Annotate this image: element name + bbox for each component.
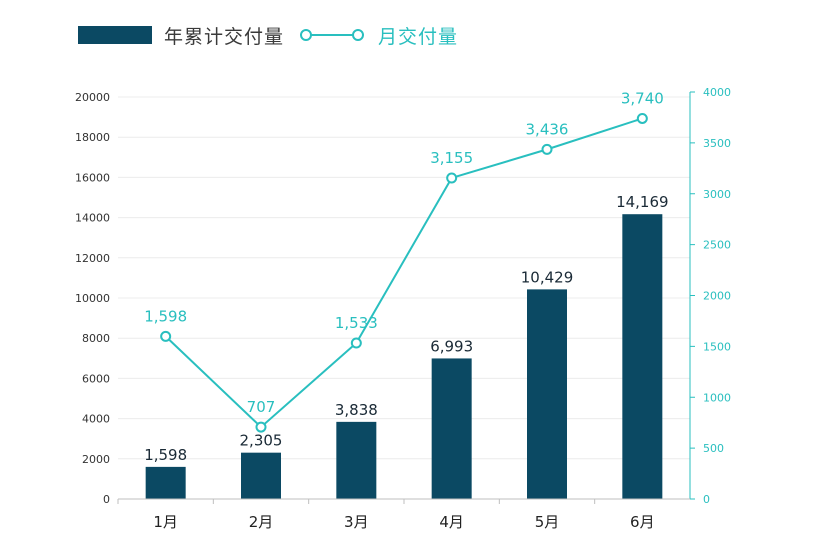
x-tick-label: 3月 [344, 513, 369, 531]
legend-line-label: 月交付量 [378, 25, 459, 48]
right-tick-label: 0 [703, 493, 710, 506]
right-axis: 0 500 1000 1500 2000 2500 3000 3500 4000 [689, 86, 731, 506]
left-tick-label: 14000 [75, 212, 110, 225]
left-tick-label: 12000 [75, 252, 110, 265]
right-tick-label: 4000 [703, 86, 731, 99]
right-tick-label: 3000 [703, 188, 731, 201]
legend: 年累计交付量 月交付量 [78, 22, 458, 48]
left-tick-label: 18000 [75, 131, 110, 144]
left-axis: 0 2000 4000 6000 8000 10000 12000 14000 16000 180… [75, 91, 110, 506]
right-tick-label: 1500 [703, 340, 731, 353]
line-value-label: 3,740 [621, 89, 664, 107]
left-tick-label: 6000 [82, 372, 110, 385]
line-value-label: 707 [247, 398, 276, 416]
left-tick-label: 10000 [75, 292, 110, 305]
line-point [636, 112, 648, 124]
bars [145, 214, 663, 499]
line-value-label: 3,155 [430, 149, 473, 167]
bar-value-label: 6,993 [430, 337, 473, 355]
bar [622, 214, 663, 499]
line-path [164, 117, 643, 429]
bar [336, 421, 377, 499]
legend-line-swatch [298, 22, 366, 48]
left-tick-label: 4000 [82, 413, 110, 426]
line-labels: 1,598 707 1,533 3,155 3,436 3,740 [144, 89, 664, 416]
bar-value-label: 2,305 [240, 432, 283, 450]
x-tick-label: 1月 [153, 513, 178, 531]
line-point [160, 330, 172, 342]
line-series [160, 112, 648, 433]
right-tick-label: 2500 [703, 239, 731, 252]
bar [527, 289, 567, 499]
bar [431, 358, 472, 499]
bar-value-label: 10,429 [521, 268, 574, 286]
line-value-label: 1,598 [144, 307, 187, 325]
x-tick-label: 4月 [439, 513, 464, 531]
right-tick-label: 3500 [703, 137, 731, 150]
line-point [255, 421, 267, 433]
gridlines [118, 96, 690, 460]
line-point [446, 172, 458, 184]
line-value-label: 3,436 [526, 120, 569, 138]
line-point [541, 143, 553, 155]
bar-labels: 1,598 2,305 3,838 6,993 10,429 14,169 [144, 193, 668, 464]
x-tick-label: 2月 [249, 513, 274, 531]
line-point [350, 337, 362, 349]
x-tick-label: 6月 [630, 513, 655, 531]
right-tick-label: 2000 [703, 290, 731, 303]
bar-value-label: 3,838 [335, 401, 378, 419]
left-tick-label: 2000 [82, 453, 110, 466]
bar-value-label: 14,169 [616, 193, 669, 211]
x-tick-label: 5月 [535, 513, 560, 531]
left-tick-label: 0 [103, 493, 110, 506]
line-value-label: 1,533 [335, 314, 378, 332]
right-tick-label: 1000 [703, 391, 731, 404]
left-tick-label: 20000 [75, 91, 110, 104]
bar [241, 452, 281, 499]
left-tick-label: 16000 [75, 171, 110, 184]
right-tick-label: 500 [703, 442, 724, 455]
legend-bar-swatch [78, 26, 152, 44]
legend-bar-label: 年累计交付量 [164, 25, 285, 48]
left-tick-label: 8000 [82, 332, 110, 345]
x-axis: 1月 2月 3月 4月 5月 6月 [117, 498, 690, 531]
bar-value-label: 1,598 [144, 446, 187, 464]
bar [145, 466, 186, 499]
